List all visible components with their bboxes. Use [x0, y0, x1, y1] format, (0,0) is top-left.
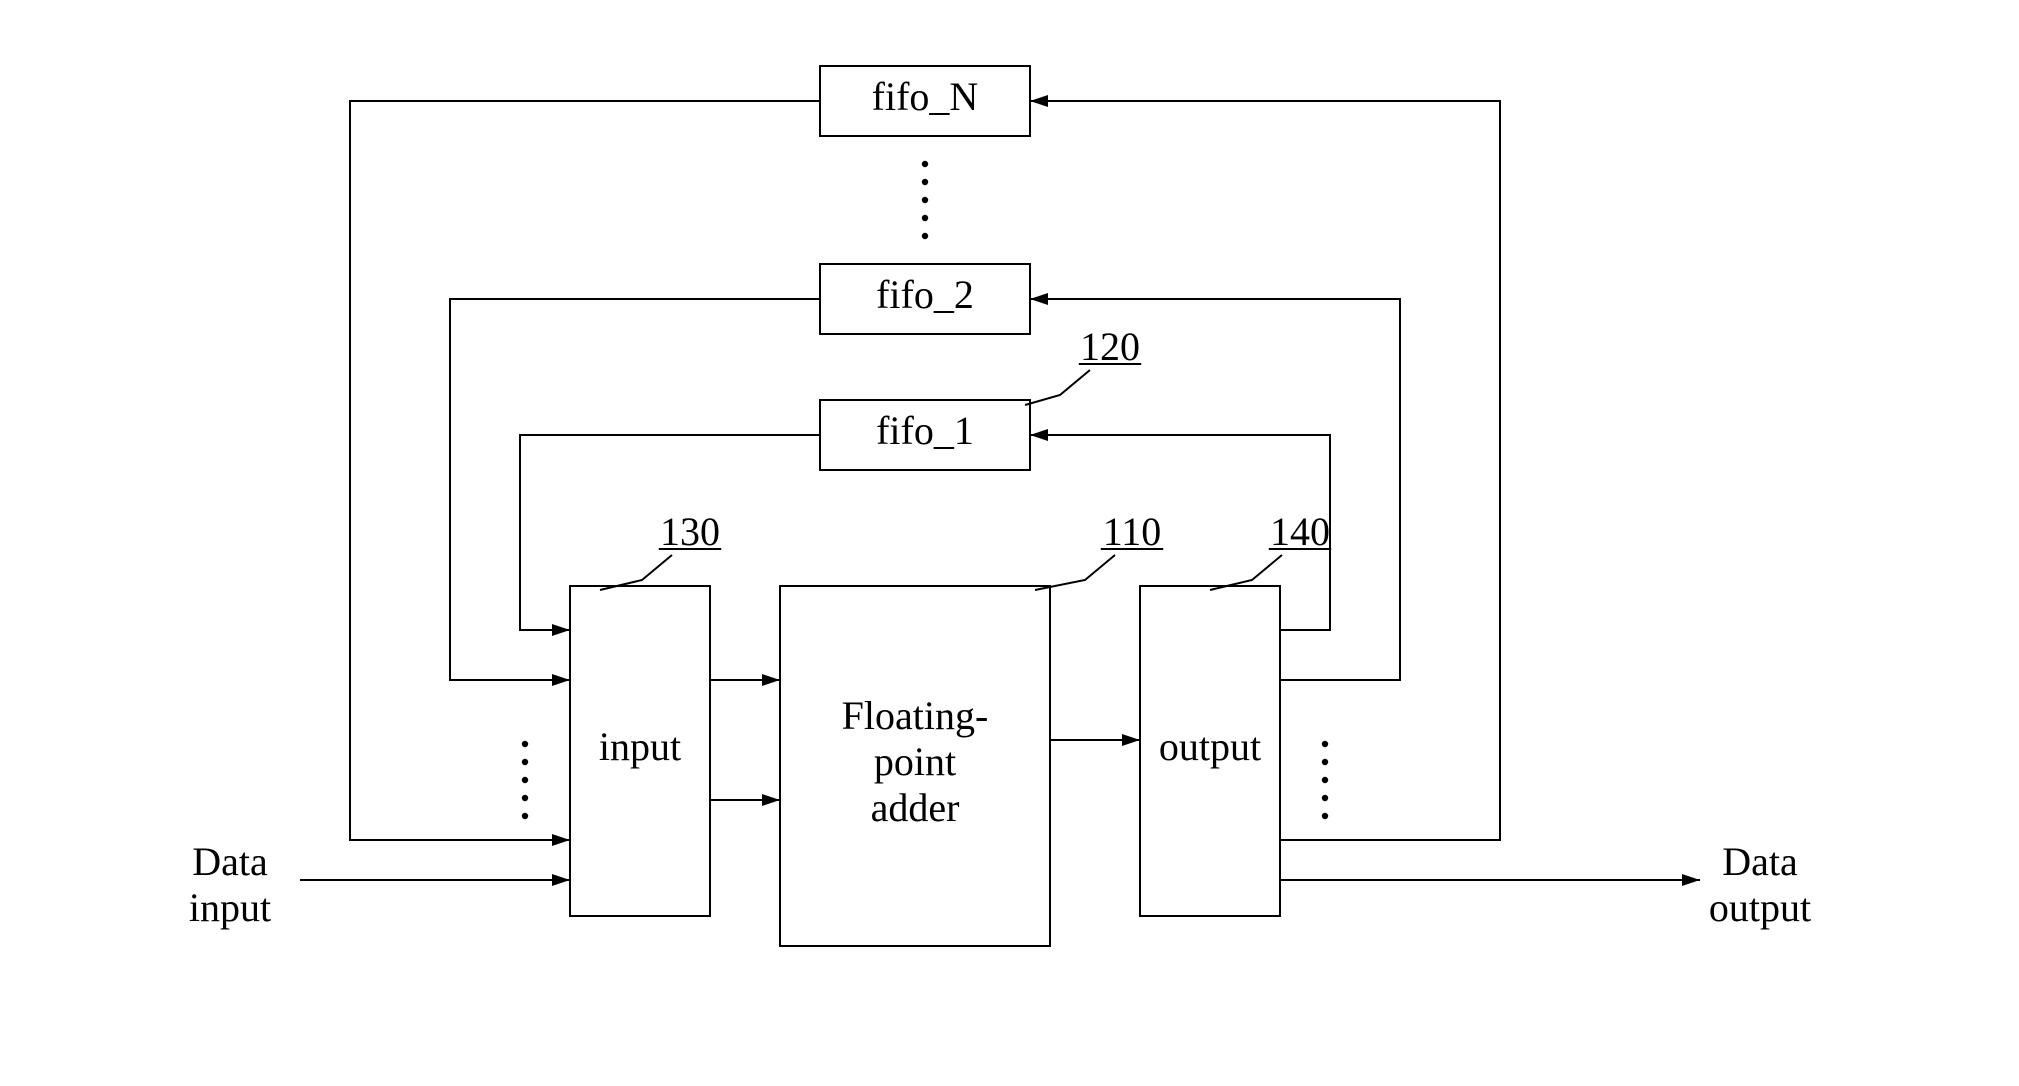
fifo-2-box-label: fifo_2: [876, 272, 974, 317]
ref-130-ref: 130: [660, 509, 720, 554]
ref-110-ref: 110: [1103, 509, 1162, 554]
ellipsis-dot: [522, 795, 528, 801]
ellipsis-dot: [1322, 777, 1328, 783]
ref-120-ref: 120: [1080, 324, 1140, 369]
adder-box-label-2: adder: [871, 785, 960, 830]
ellipsis-dot: [922, 233, 928, 239]
ellipsis-dot: [922, 215, 928, 221]
data-input-label-0: Data: [192, 839, 268, 884]
ellipsis-dot: [1322, 741, 1328, 747]
ellipsis-dot: [522, 777, 528, 783]
ellipsis-dot: [522, 741, 528, 747]
ref-140-ref: 140: [1270, 509, 1330, 554]
ellipsis-dot: [922, 197, 928, 203]
input-mux-box-label: input: [599, 724, 681, 769]
data-output-label-1: output: [1709, 885, 1811, 930]
ellipsis-dot: [1322, 759, 1328, 765]
ellipsis-dot: [1322, 813, 1328, 819]
fifo-1-box-label: fifo_1: [876, 408, 974, 453]
data-input-label-1: input: [189, 885, 271, 930]
output-mux-box-label: output: [1159, 724, 1261, 769]
data-output-label-0: Data: [1722, 839, 1798, 884]
adder-box-label-0: Floating-: [842, 693, 989, 738]
ellipsis-dot: [922, 179, 928, 185]
ellipsis-dot: [522, 813, 528, 819]
ellipsis-dot: [522, 759, 528, 765]
fifo-n-box-label: fifo_N: [872, 74, 979, 119]
ellipsis-dot: [922, 161, 928, 167]
adder-box-label-1: point: [874, 739, 956, 784]
ellipsis-dot: [1322, 795, 1328, 801]
